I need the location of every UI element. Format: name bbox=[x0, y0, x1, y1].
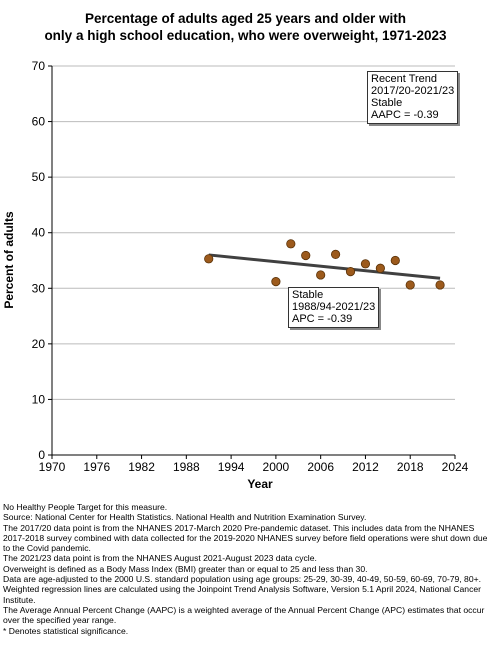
chart-plot: 0 10 20 30 40 50 60 70 1970 1976 1982 1988 1994 2000… bbox=[2, 59, 469, 491]
trend-line-group bbox=[208, 253, 441, 280]
x-tick-label-0: 1970 bbox=[39, 460, 66, 474]
chart-title-line-1: Percentage of adults aged 25 years and o… bbox=[84, 11, 407, 26]
data-point-2 bbox=[286, 239, 296, 249]
y-tick-label-4: 40 bbox=[32, 226, 46, 240]
overall-trend-line-1: Stable bbox=[292, 289, 324, 301]
overall-trend-annotation: Stable 1988/94-2021/23 APC = -0.39 bbox=[288, 287, 380, 328]
x-tick-label-7: 2012 bbox=[352, 460, 379, 474]
recent-trend-annotation: Recent Trend 2017/20-2021/23 Stable AAPC… bbox=[367, 71, 459, 124]
y-axis-label: Percent of adults bbox=[2, 211, 16, 309]
data-point-10 bbox=[405, 280, 415, 290]
data-point-7 bbox=[360, 259, 371, 269]
x-tick-label-1: 1976 bbox=[83, 460, 110, 474]
data-points bbox=[204, 239, 445, 290]
data-point-3 bbox=[301, 250, 311, 261]
footnote-age-adjusted: Data are age-adjusted to the 2000 U.S. s… bbox=[3, 574, 482, 585]
x-tick-label-5: 2000 bbox=[263, 460, 290, 474]
data-point-0 bbox=[204, 254, 214, 264]
footnotes: No Healthy People Target for this measur… bbox=[3, 502, 489, 636]
axes bbox=[51, 66, 455, 456]
x-tick-labels: 1970 1976 1982 1988 1994 2000 2006 2012 2018 2024 bbox=[39, 455, 469, 474]
data-point-11 bbox=[435, 280, 445, 290]
footnote-source: Source: National Center for Health Stati… bbox=[3, 512, 367, 523]
x-tick-label-9: 2024 bbox=[442, 460, 469, 474]
footnote-2017-20: The 2017/20 data point is from the NHANE… bbox=[3, 522, 488, 554]
footnote-definition: Overweight is defined as a Body Mass Ind… bbox=[3, 563, 368, 574]
x-tick-label-4: 1994 bbox=[218, 460, 245, 474]
chart-title: Percentage of adults aged 25 years and o… bbox=[0, 10, 491, 44]
data-point-4 bbox=[316, 270, 326, 280]
footnote-aapc: The Average Annual Percent Change (AAPC)… bbox=[3, 604, 485, 626]
footnote-target: No Healthy People Target for this measur… bbox=[3, 502, 168, 512]
footnote-regression: Weighted regression lines are calculated… bbox=[3, 584, 482, 605]
recent-trend-line-2: 2017/20-2021/23 bbox=[371, 85, 455, 97]
data-point-9 bbox=[390, 255, 400, 266]
y-tick-label-1: 10 bbox=[32, 392, 46, 406]
y-tick-label-5: 50 bbox=[32, 170, 46, 184]
recent-trend-line-3: Stable bbox=[371, 97, 403, 109]
y-tick-label-6: 60 bbox=[32, 115, 46, 129]
trend-line bbox=[208, 253, 441, 280]
recent-trend-line-1: Recent Trend bbox=[371, 73, 438, 85]
chart-title-line-2: only a high school education, who were o… bbox=[44, 28, 447, 43]
x-tick-label-2: 1982 bbox=[128, 460, 155, 474]
footnote-2021-23: The 2021/23 data point is from the NHANE… bbox=[3, 553, 317, 564]
y-tick-label-7: 70 bbox=[32, 59, 46, 73]
overall-trend-line-3: APC = -0.39 bbox=[292, 313, 353, 325]
recent-trend-line-4: AAPC = -0.39 bbox=[371, 109, 439, 121]
data-point-1 bbox=[271, 277, 281, 287]
y-tick-label-3: 30 bbox=[32, 281, 46, 295]
y-tick-label-0: 0 bbox=[38, 448, 45, 462]
x-tick-label-8: 2018 bbox=[397, 460, 424, 474]
x-tick-label-3: 1988 bbox=[173, 460, 200, 474]
grid-lines bbox=[52, 65, 455, 400]
data-point-6 bbox=[345, 267, 356, 277]
footnote-significance: * Denotes statistical significance. bbox=[3, 625, 129, 636]
data-point-5 bbox=[330, 249, 341, 259]
y-tick-labels: 0 10 20 30 40 50 60 70 bbox=[32, 59, 52, 462]
overall-trend-line-2: 1988/94-2021/23 bbox=[292, 301, 376, 313]
data-point-8 bbox=[375, 263, 385, 273]
y-tick-label-2: 20 bbox=[32, 337, 46, 351]
x-axis-label: Year bbox=[247, 477, 273, 491]
x-tick-label-6: 2006 bbox=[307, 460, 334, 474]
